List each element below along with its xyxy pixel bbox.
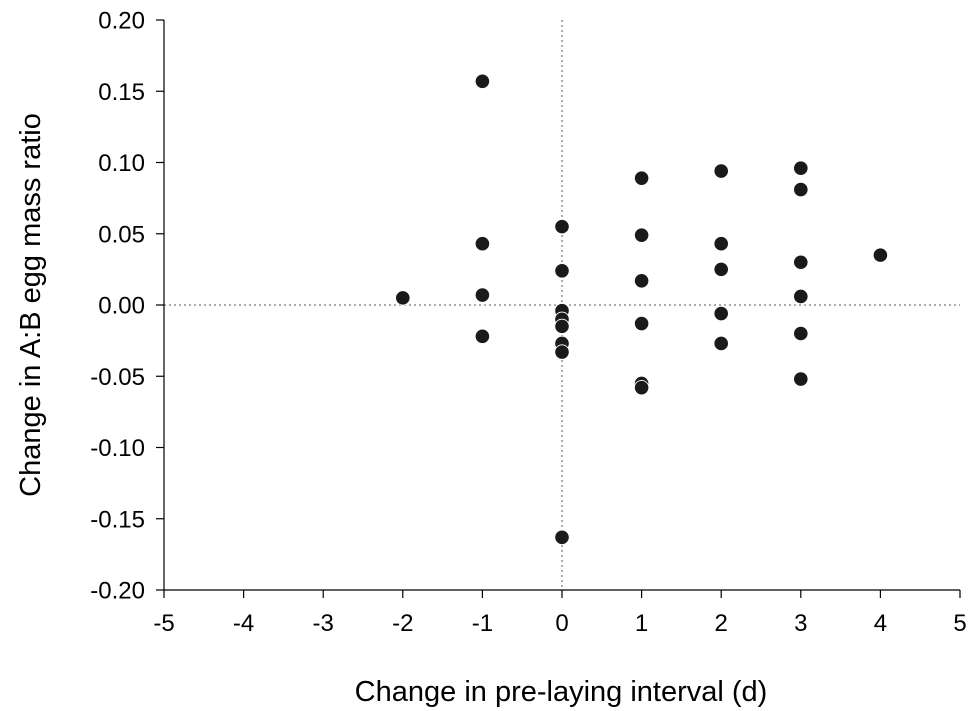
y-tick-label: -0.05 [90,364,145,391]
y-tick-label: -0.20 [90,578,145,605]
x-tick-label: 5 [953,610,966,637]
data-point [872,247,889,263]
data-point [633,227,650,243]
data-point [793,160,809,176]
data-point [793,371,809,387]
data-point [633,315,650,332]
data-point [554,219,570,235]
data-point [793,288,809,305]
data-point [633,170,650,186]
data-point [713,236,729,252]
x-tick-label: -2 [392,610,413,637]
x-tick-label: 2 [715,610,728,637]
data-point [554,318,570,334]
y-tick-label: 0.00 [98,293,145,320]
data-point [474,328,490,344]
data-point [793,325,809,342]
y-tick-label: 0.05 [98,221,145,248]
data-point [713,261,729,277]
data-point [474,73,490,89]
x-tick-label: 3 [794,610,807,637]
y-axis-ticks: 0.20 0.15 0.10 0.05 0.00 -0.05 -0.10 -0.15 -0.20 [90,8,164,605]
y-tick-label: 0.10 [98,150,145,177]
x-tick-label: -4 [233,610,254,637]
data-point [713,163,729,179]
data-point [713,305,729,322]
data-point [713,335,729,352]
data-point [633,380,650,396]
y-tick-label: -0.10 [90,435,145,462]
x-tick-label: -5 [153,610,174,637]
x-tick-label: 1 [635,610,648,637]
x-tick-label: 4 [874,610,887,637]
data-point [554,263,570,279]
x-axis-title: Change in pre-laying interval (d) [355,676,768,708]
data-point [554,344,570,360]
data-point [793,181,809,198]
x-tick-label: -3 [313,610,334,637]
data-point [793,254,809,270]
data-point [554,529,570,545]
data-point [395,290,411,306]
y-tick-label: 0.20 [98,8,145,35]
y-axis-title: Change in A:B egg mass ratio [15,113,47,497]
data-point [474,287,490,303]
data-points [395,73,889,545]
x-axis-ticks: -5 -4 -3 -2 -1 0 1 2 3 4 5 [153,590,967,637]
y-tick-label: 0.15 [98,79,145,106]
x-tick-label: -1 [472,610,493,637]
y-tick-label: -0.15 [90,506,145,533]
data-point [633,273,650,289]
data-point [474,236,490,252]
x-tick-label: 0 [555,610,568,637]
